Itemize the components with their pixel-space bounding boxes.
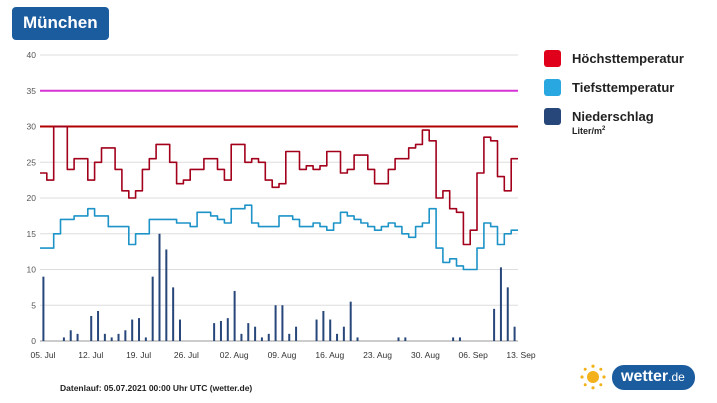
- x-tick-label: 13. Sep: [506, 350, 536, 360]
- precipitation-bar: [76, 333, 79, 341]
- precipitation-bar: [144, 337, 147, 341]
- precipitation-bar: [315, 319, 318, 341]
- precipitation-bar: [124, 330, 127, 341]
- precipitation-bar: [404, 337, 407, 341]
- min-temp-line: [40, 204, 518, 271]
- precipitation-bar: [165, 249, 168, 341]
- precipitation-bar: [288, 333, 291, 341]
- legend-item-max-temp: Höchsttemperatur: [544, 50, 684, 67]
- precipitation-bar: [254, 326, 257, 341]
- precipitation-bar: [158, 233, 161, 341]
- y-tick-label: 0: [31, 336, 36, 346]
- y-tick-label: 30: [27, 122, 37, 132]
- axis-ticks: 0 5 10 15 20 25 30 35 40 05. Jul 12. Jul 19. Jul 26.…: [27, 50, 536, 360]
- city-title: München: [12, 7, 109, 40]
- precipitation-bar: [90, 315, 93, 341]
- precipitation-bar: [110, 337, 113, 341]
- y-tick-label: 40: [27, 50, 37, 60]
- sun-icon: [580, 364, 606, 390]
- precipitation-bar: [349, 301, 352, 341]
- x-tick-label: 16. Aug: [315, 350, 344, 360]
- x-tick-label: 23. Aug: [363, 350, 392, 360]
- x-tick-label: 05. Jul: [30, 350, 55, 360]
- precipitation-bar: [69, 330, 72, 341]
- precipitation-bar: [274, 305, 277, 341]
- precipitation-bar: [458, 337, 461, 341]
- y-tick-label: 25: [27, 157, 37, 167]
- precipitation-bar: [233, 290, 236, 341]
- precipitation-bar: [513, 326, 516, 341]
- legend-unit-precipitation: Liter/m2: [572, 126, 606, 136]
- y-tick-label: 5: [31, 300, 36, 310]
- precipitation-bar: [506, 287, 509, 341]
- precipitation-bar: [281, 305, 284, 341]
- legend-item-precipitation: Niederschlag Liter/m2: [544, 108, 684, 136]
- precipitation-bar: [336, 333, 339, 341]
- y-tick-label: 20: [27, 193, 37, 203]
- precipitation-bar: [131, 319, 134, 341]
- legend-label-precipitation: Niederschlag: [572, 109, 654, 124]
- x-tick-label: 30. Aug: [411, 350, 440, 360]
- precipitation-bar: [499, 267, 502, 341]
- precipitation-bar: [397, 337, 400, 341]
- precipitation-bar: [247, 323, 250, 341]
- precipitation-bar: [493, 308, 496, 341]
- precipitation-bar: [42, 276, 45, 341]
- precipitation-bar: [103, 333, 106, 341]
- legend-swatch-precipitation: [544, 108, 561, 125]
- temperature-lines: [40, 125, 518, 271]
- x-tick-label: 02. Aug: [220, 350, 249, 360]
- legend-label-max-temp: Höchsttemperatur: [572, 51, 684, 66]
- legend-item-min-temp: Tiefsttemperatur: [544, 79, 684, 96]
- precipitation-bars: [42, 233, 516, 341]
- precipitation-bar: [260, 337, 263, 341]
- precipitation-bar: [151, 276, 154, 341]
- legend-swatch-max-temp: [544, 50, 561, 67]
- precipitation-bar: [97, 310, 100, 341]
- precipitation-bar: [213, 323, 216, 341]
- precipitation-bar: [452, 337, 455, 341]
- precipitation-bar: [172, 287, 175, 341]
- precipitation-bar: [138, 318, 141, 341]
- precipitation-bar: [295, 326, 298, 341]
- y-tick-label: 15: [27, 229, 37, 239]
- precipitation-bar: [117, 333, 120, 341]
- precipitation-bar: [267, 333, 270, 341]
- chart-grid: [40, 54, 518, 342]
- brand-wordmark: wetter.de: [612, 364, 695, 390]
- legend-label-min-temp: Tiefsttemperatur: [572, 80, 675, 95]
- legend-swatch-min-temp: [544, 79, 561, 96]
- precipitation-bar: [219, 320, 222, 341]
- x-tick-label: 26. Jul: [174, 350, 199, 360]
- precipitation-bar: [62, 337, 65, 341]
- x-tick-label: 09. Aug: [268, 350, 297, 360]
- x-tick-label: 19. Jul: [126, 350, 151, 360]
- x-tick-label: 12. Jul: [78, 350, 103, 360]
- y-tick-label: 35: [27, 86, 37, 96]
- reference-lines: [40, 89, 518, 128]
- x-tick-label: 06. Sep: [459, 350, 489, 360]
- precipitation-bar: [342, 326, 345, 341]
- precipitation-bar: [240, 333, 243, 341]
- precipitation-bar: [178, 319, 181, 341]
- data-run-note: Datenlauf: 05.07.2021 00:00 Uhr UTC (wet…: [60, 383, 253, 393]
- precipitation-bar: [226, 318, 229, 341]
- legend: Höchsttemperatur Tiefsttemperatur Nieder…: [544, 50, 684, 148]
- max-temp-line: [40, 125, 518, 246]
- precipitation-bar: [356, 337, 359, 341]
- precipitation-bar: [322, 310, 325, 341]
- y-tick-label: 10: [27, 265, 37, 275]
- precipitation-bar: [329, 319, 332, 341]
- brand-logo[interactable]: wetter.de: [578, 364, 695, 390]
